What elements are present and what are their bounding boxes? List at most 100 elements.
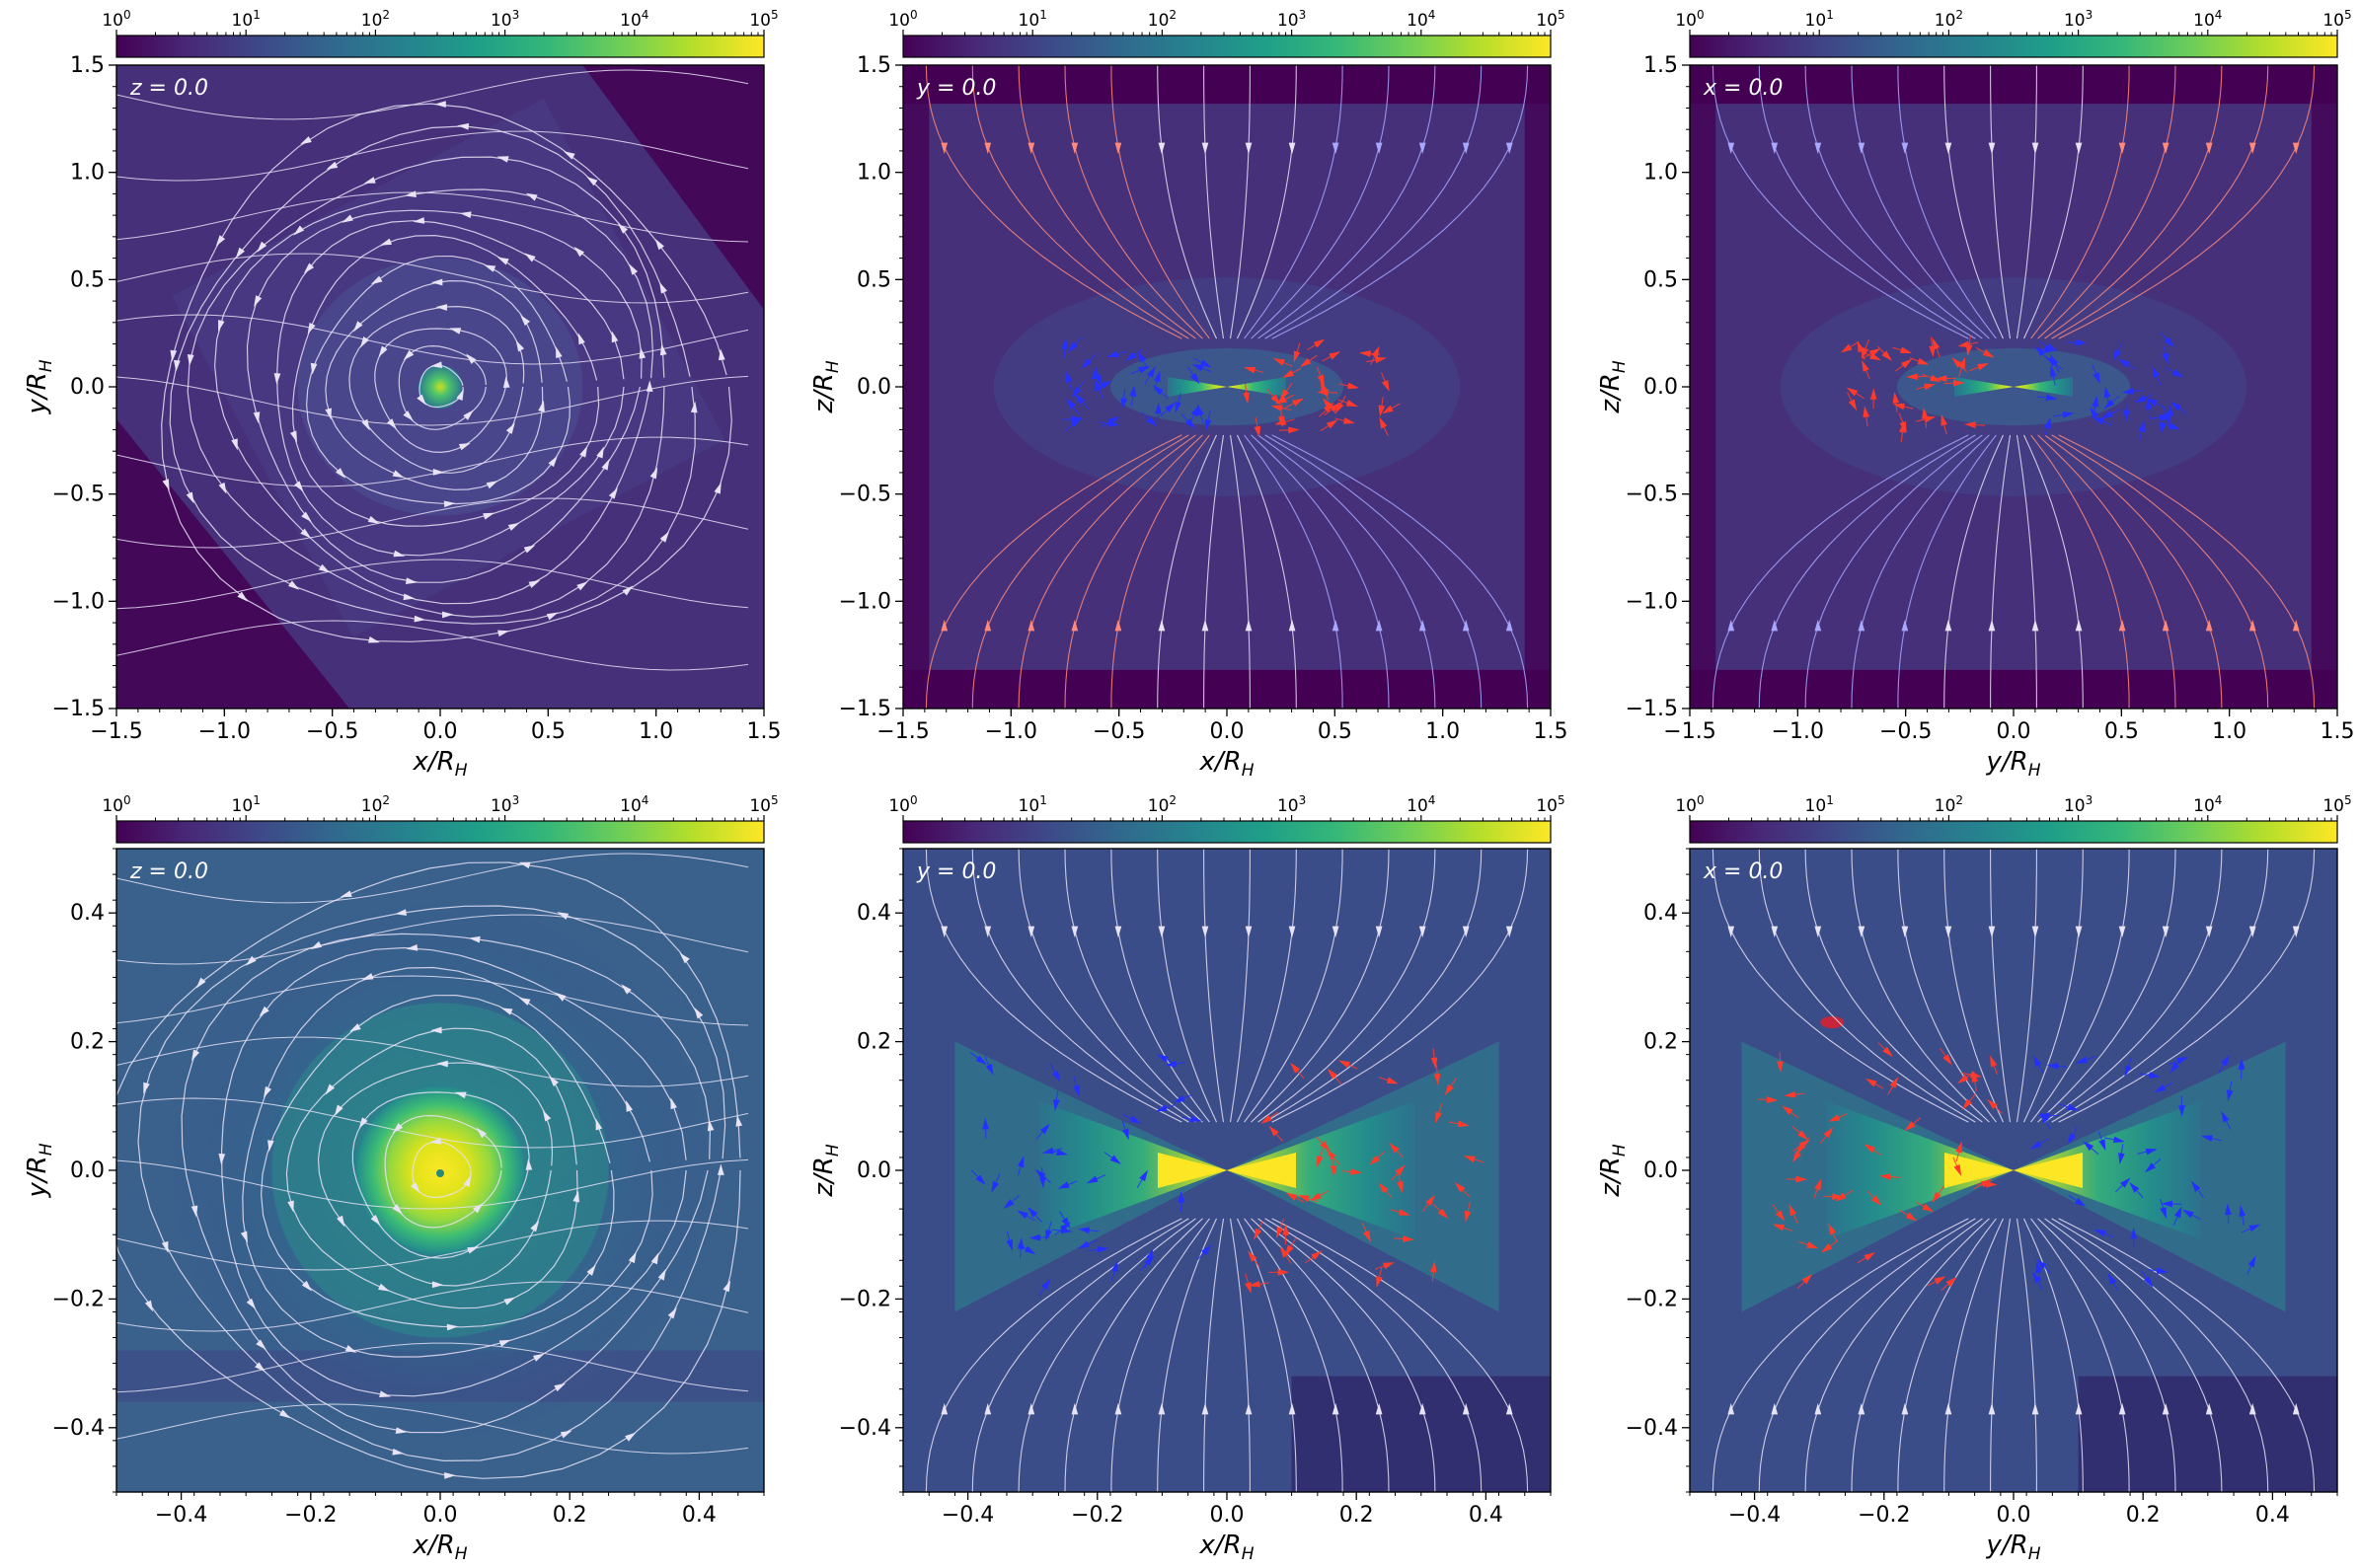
streamline-arrow <box>218 482 227 494</box>
streamline-arrow <box>456 389 464 401</box>
streamline-arrow <box>528 580 541 588</box>
colorbar-tick-base: 10 <box>620 796 642 816</box>
streamline-arrow <box>1906 373 1918 381</box>
colorbar-tick-label: 101 <box>232 8 261 31</box>
streamline <box>1712 849 1969 1123</box>
streamline-arrow <box>1332 1402 1339 1415</box>
streamline <box>2058 434 2316 709</box>
colorbar: 100 101 102 103 104 105 <box>1675 8 2352 58</box>
streamline-arrow <box>1944 926 1952 938</box>
streamline-arrow <box>1970 1071 1983 1079</box>
streamline-arrow <box>2117 358 2130 368</box>
streamline-arrow <box>2169 1062 2179 1074</box>
streamline-arrow <box>1418 926 1426 938</box>
streamline-arrow <box>1056 1149 1068 1156</box>
axis-label-main: x/R <box>1198 747 1241 777</box>
streamline-arrow <box>1073 1084 1080 1097</box>
streamline-arrow <box>2166 404 2173 416</box>
colorbar-tick-base: 10 <box>2322 11 2344 31</box>
streamline-arrow <box>975 1174 986 1185</box>
y-axis-label: z/RH <box>809 360 843 413</box>
streamline-arrow <box>2076 1056 2088 1064</box>
streamline <box>2016 1218 2037 1492</box>
streamline <box>2044 65 2223 339</box>
streamline <box>1943 849 2004 1123</box>
y-tick-label: −0.2 <box>1626 1287 1678 1311</box>
y-tick-label: 0.2 <box>857 1030 891 1055</box>
streamline <box>1018 849 1196 1123</box>
y-tick-label: −1.5 <box>1626 697 1678 721</box>
streamline-arrow <box>1332 142 1339 155</box>
colorbar-tick-exponent: 4 <box>642 793 649 807</box>
axis-label-subscript: H <box>1610 360 1630 373</box>
panel-1-2: y = 0.0 −1.5 −1.0 −0.5 0.0 0.5 1.0 1.5 1.5 1.0 0.5… <box>809 53 1568 781</box>
low-density-region <box>903 65 1551 105</box>
streamline-arrow <box>984 926 992 938</box>
low-density-region <box>1524 65 1551 709</box>
streamline-arrow <box>1882 1046 1893 1058</box>
x-axis-label: x/RH <box>1198 747 1254 781</box>
streamline-arrow <box>1418 619 1426 632</box>
streamline-arrow <box>310 362 318 375</box>
streamline-arrow <box>2029 1141 2042 1150</box>
colorbar-tick-base: 10 <box>2064 11 2086 31</box>
streamline-arrow <box>1814 1402 1822 1415</box>
streamline-arrow <box>1317 389 1329 397</box>
slice-label: x = 0.0 <box>1703 859 1783 884</box>
colorbar-tick-label: 104 <box>2193 8 2222 31</box>
streamline-arrow <box>1190 373 1200 385</box>
streamline-arrow <box>1932 337 1940 350</box>
streamline-arrow <box>723 1280 731 1293</box>
streamline-arrow <box>560 1430 572 1439</box>
streamline-arrow <box>532 1353 545 1362</box>
axis-label-main: y/R <box>1985 1531 2027 1560</box>
streamline <box>1758 1218 1976 1492</box>
streamline-arrow <box>2098 1139 2106 1152</box>
streamline-arrow <box>1444 1083 1454 1096</box>
streamline-arrow <box>1204 418 1212 431</box>
streamlines <box>1712 65 2316 709</box>
streamline <box>1264 1218 1483 1492</box>
colorbar-tick-label: 100 <box>1675 793 1704 816</box>
streamline-arrow <box>1120 398 1127 411</box>
streamline <box>2058 65 2316 339</box>
colorbar-tick-label: 102 <box>361 793 390 816</box>
streamline <box>2023 849 2084 1123</box>
streamline-arrow <box>1369 1155 1380 1165</box>
streamline-arrow <box>2173 1206 2182 1219</box>
x-tick-label: −0.5 <box>1879 719 1932 744</box>
streamline-arrow <box>657 1268 666 1281</box>
streamline <box>116 559 749 610</box>
axis-label-subscript: H <box>2028 1544 2041 1564</box>
streamline <box>1943 434 2004 709</box>
streamline <box>2016 434 2037 709</box>
axis-label-subscript: H <box>823 360 843 373</box>
streamline-arrow <box>1987 1098 1998 1110</box>
streamline-arrow <box>1395 1164 1406 1176</box>
streamline-arrow <box>1418 1402 1426 1415</box>
streamline-arrow <box>984 142 992 155</box>
streamline-arrow <box>1371 345 1380 358</box>
streamline-arrow <box>1270 405 1283 411</box>
axis-label-main: x/R <box>1198 1531 1241 1560</box>
streamline-arrow <box>1109 1155 1121 1164</box>
streamline <box>1244 849 1343 1123</box>
colorbar-tick-base: 10 <box>361 796 383 816</box>
colorbar-tick-label: 100 <box>888 793 917 816</box>
streamline <box>1064 1218 1203 1492</box>
streamline-arrow <box>2118 926 2126 938</box>
colorbar-tick-base: 10 <box>102 796 123 816</box>
x-tick-label: −1.5 <box>1663 719 1715 744</box>
axes: −1.5 −1.0 −0.5 0.0 0.5 1.0 1.5 1.5 1.0 0.5 0.0 −0.5… <box>23 53 782 781</box>
x-tick-label: 0.0 <box>1997 1503 2031 1528</box>
disk-core-right <box>2014 1153 2083 1188</box>
streamline-arrow <box>2168 422 2180 430</box>
streamline <box>1237 849 1297 1123</box>
streamline-arrow <box>1901 358 1913 369</box>
streamline <box>1943 1218 2004 1492</box>
streamline-arrow <box>2238 1058 2245 1070</box>
streamline-arrow <box>1463 1156 1476 1163</box>
colorbar-tick-base: 10 <box>2193 11 2215 31</box>
streamline <box>317 1062 554 1287</box>
streamline-arrow <box>1986 1180 1998 1188</box>
